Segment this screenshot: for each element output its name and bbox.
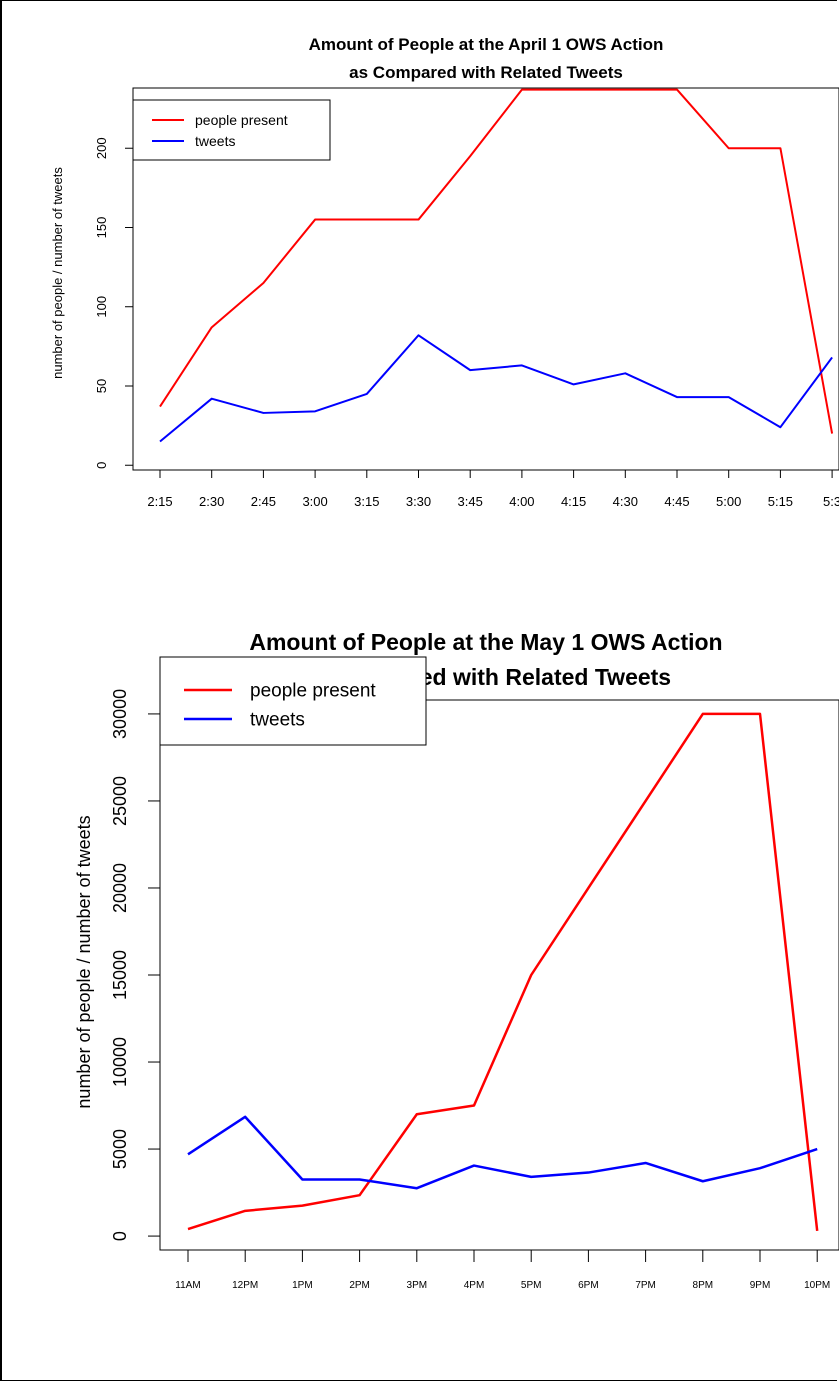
x-tick-label: 12PM (232, 1280, 258, 1291)
legend-label: tweets (195, 133, 235, 149)
x-tick-label: 4:00 (509, 494, 534, 509)
chart-title-line: Amount of People at the May 1 OWS Action (249, 629, 722, 655)
legend-box (159, 656, 427, 746)
x-tick-label: 11AM (175, 1280, 200, 1291)
chart-1: Amount of People at the April 1 OWS Acti… (50, 35, 839, 509)
y-tick-label: 200 (94, 137, 109, 159)
x-tick-label: 3:15 (354, 494, 379, 509)
x-tick-label: 4:45 (664, 494, 689, 509)
y-tick-label: 50 (94, 379, 109, 393)
y-tick-label: 150 (94, 217, 109, 239)
legend-box (132, 99, 331, 161)
y-axis-label: number of people / number of tweets (74, 815, 94, 1108)
x-tick-label: 2:30 (199, 494, 224, 509)
y-axis-label: number of people / number of tweets (50, 167, 65, 379)
chart-title-line: Amount of People at the April 1 OWS Acti… (309, 35, 664, 54)
x-tick-label: 9PM (750, 1280, 771, 1291)
x-tick-label: 2PM (349, 1280, 370, 1291)
series-line-people-present (159, 88, 834, 434)
y-tick-label: 5000 (110, 1129, 130, 1169)
x-tick-label: 3:00 (302, 494, 327, 509)
x-tick-label: 6PM (578, 1280, 599, 1291)
series-line-tweets (159, 334, 833, 443)
x-tick-label: 3:45 (458, 494, 483, 509)
x-tick-label: 3PM (407, 1280, 428, 1291)
x-tick-label: 3:30 (406, 494, 431, 509)
x-tick-label: 4:15 (561, 494, 586, 509)
chart-2: Amount of People at the May 1 OWS Action… (74, 629, 839, 1291)
x-tick-label: 5:3 (823, 494, 839, 509)
x-tick-label: 5:00 (716, 494, 741, 509)
x-tick-label: 1PM (292, 1280, 313, 1291)
y-tick-label: 0 (94, 462, 109, 469)
x-tick-label: 4PM (464, 1280, 485, 1291)
y-tick-label: 25000 (110, 776, 130, 826)
legend-label: people present (250, 681, 376, 702)
legend-label: tweets (250, 710, 305, 731)
y-tick-label: 100 (94, 296, 109, 318)
series-line-tweets (187, 1115, 818, 1190)
series-line-people-present (187, 712, 819, 1231)
x-tick-label: 5PM (521, 1280, 542, 1291)
x-tick-label: 2:45 (251, 494, 276, 509)
legend-label: people present (195, 112, 288, 128)
y-tick-label: 10000 (110, 1037, 130, 1087)
y-tick-label: 15000 (110, 950, 130, 1000)
x-tick-label: 2:15 (147, 494, 172, 509)
x-tick-label: 8PM (693, 1280, 714, 1291)
chart-title-line: as Compared with Related Tweets (349, 63, 623, 82)
x-tick-label: 7PM (635, 1280, 656, 1291)
x-tick-label: 5:15 (768, 494, 793, 509)
y-tick-label: 20000 (110, 863, 130, 913)
x-tick-label: 4:30 (613, 494, 638, 509)
plot-area (159, 699, 839, 1251)
x-tick-label: 10PM (804, 1280, 830, 1291)
y-tick-label: 30000 (110, 689, 130, 739)
y-tick-label: 0 (110, 1231, 130, 1241)
